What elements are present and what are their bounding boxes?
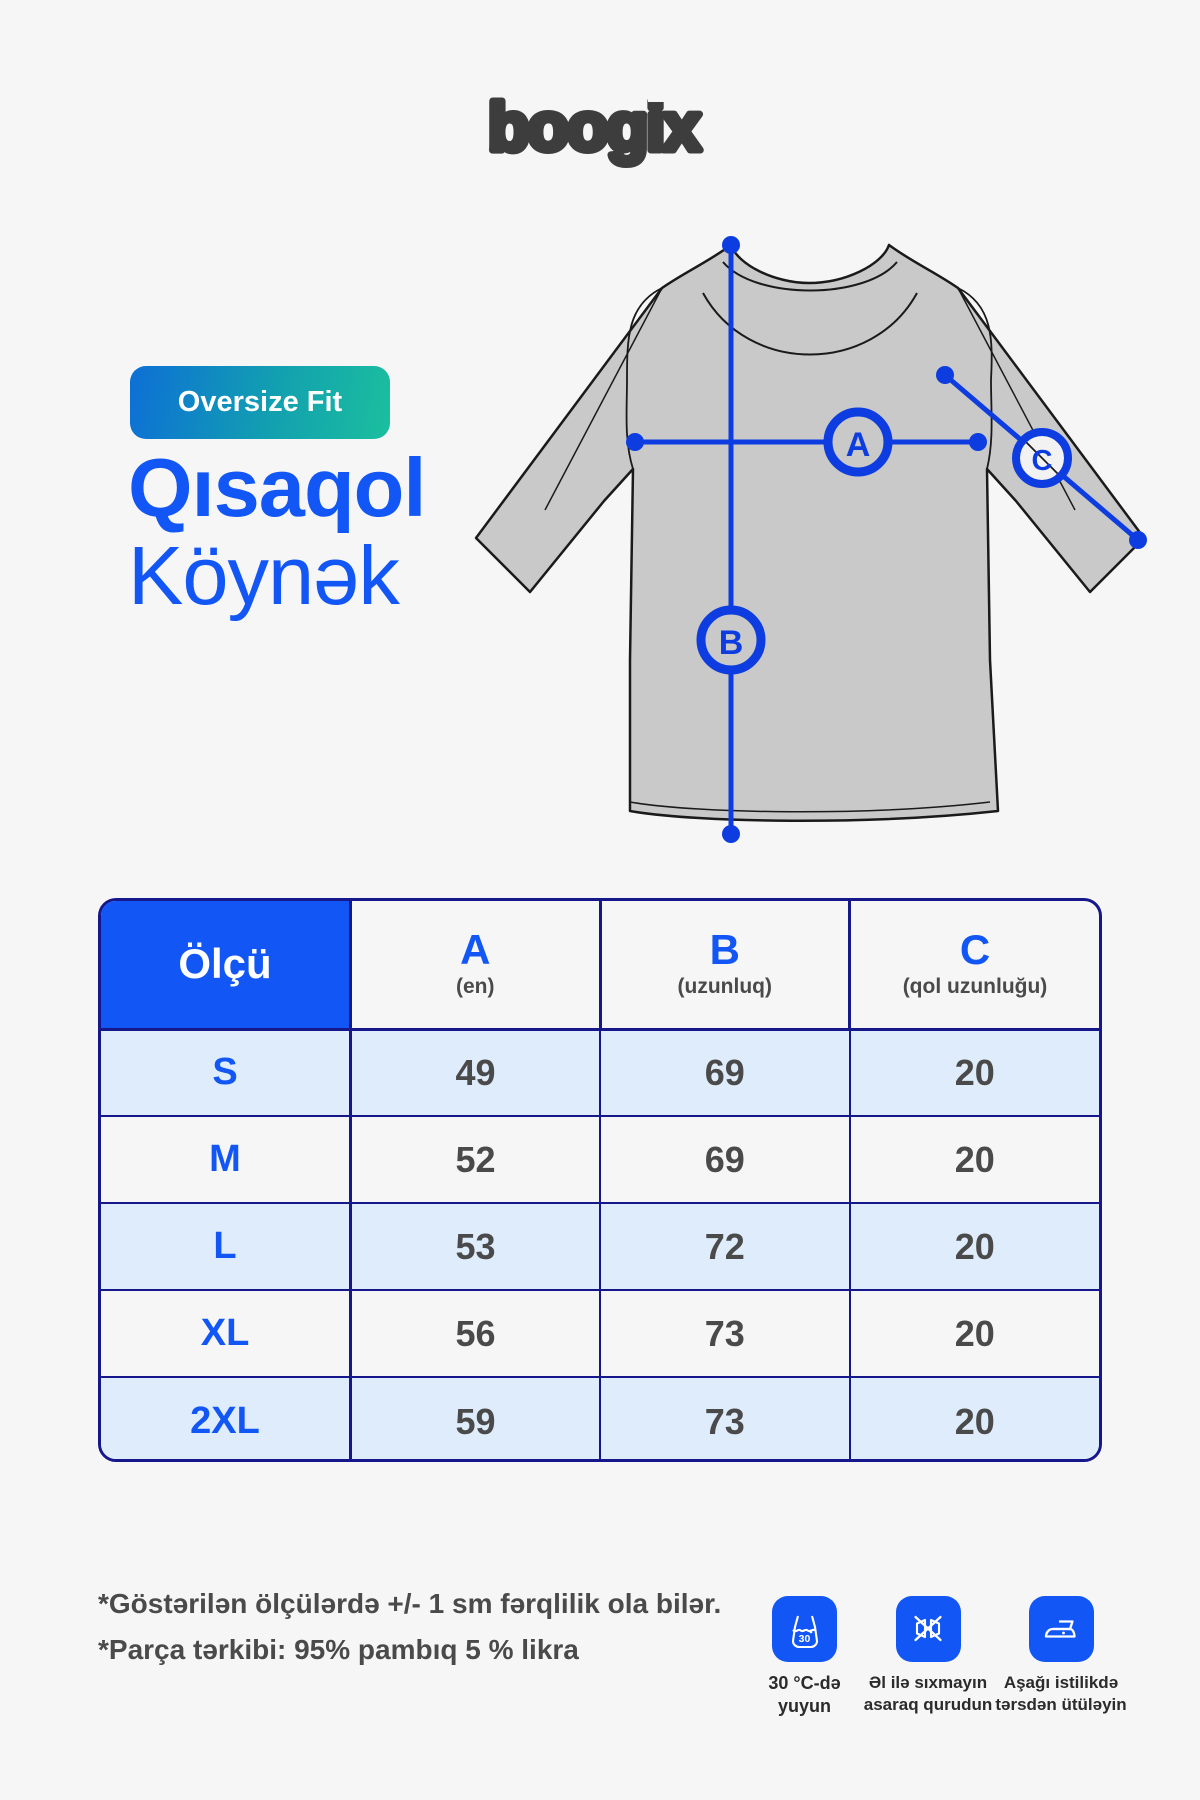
svg-text:30: 30 xyxy=(798,1633,810,1645)
svg-text:boogix: boogix xyxy=(488,89,701,165)
svg-text:C: C xyxy=(1032,445,1053,477)
svg-text:A: A xyxy=(846,426,871,464)
svg-text:B: B xyxy=(719,624,744,662)
